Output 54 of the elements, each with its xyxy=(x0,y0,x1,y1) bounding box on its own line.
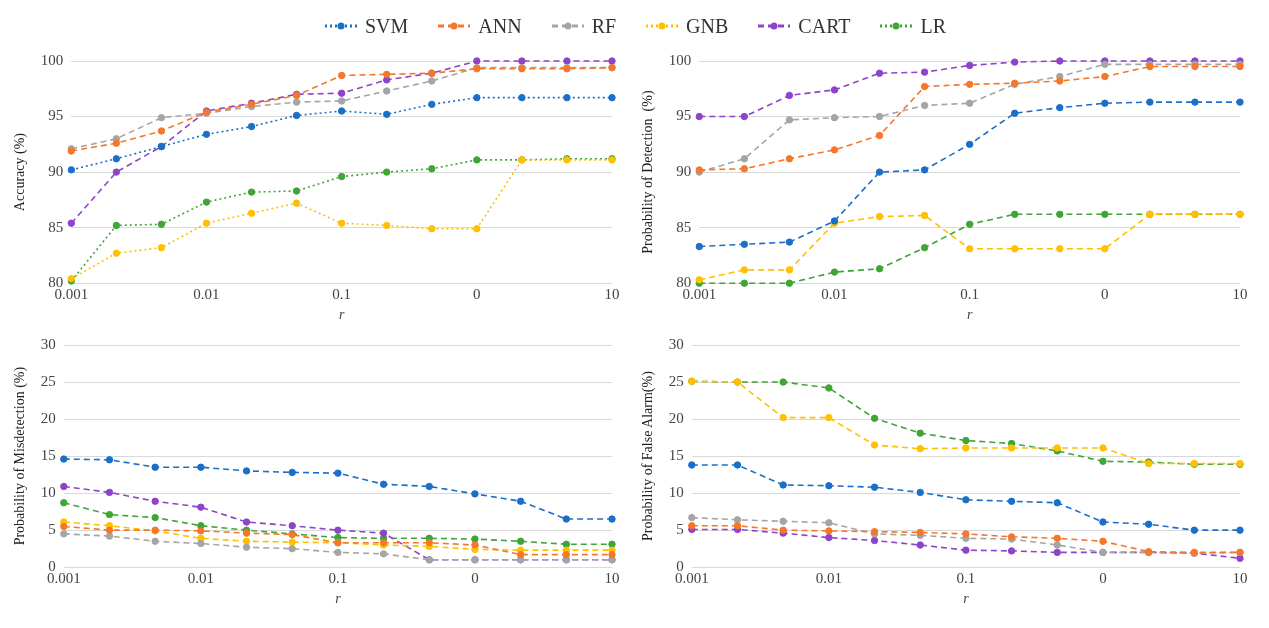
y-tick-label: 15 xyxy=(668,447,684,464)
x-tick-label: 10 xyxy=(1232,286,1248,303)
x-tick-label: 10 xyxy=(1232,570,1248,587)
x-tick-label: 0.01 xyxy=(821,286,848,303)
y-tick-label: 20 xyxy=(40,410,56,426)
y-tick-label: 85 xyxy=(48,218,64,235)
y-tick-label: 25 xyxy=(40,372,56,389)
y-tick-label: 95 xyxy=(676,107,692,124)
legend-label: ANN xyxy=(478,14,522,38)
x-axis-title: r xyxy=(335,591,342,607)
y-axis-title: Probability of Misdetection (%) xyxy=(12,366,29,546)
x-tick-label: 0.01 xyxy=(187,570,214,587)
y-tick-label: 20 xyxy=(668,410,684,426)
x-tick-label: 0.001 xyxy=(674,570,709,587)
y-axis-title: Accuracy (%) xyxy=(12,132,29,212)
x-tick-label: 0.1 xyxy=(956,570,976,587)
y-tick-label: 10 xyxy=(40,484,56,501)
x-tick-label: 0.1 xyxy=(960,286,980,303)
x-tick-label: 0 xyxy=(471,570,479,587)
legend-label: SVM xyxy=(364,14,409,38)
x-tick-label: 0 xyxy=(1099,570,1107,587)
x-axis-title: r xyxy=(963,591,970,607)
y-axis-title: Probability of False Alarm(%) xyxy=(640,370,657,542)
x-tick-label: 0 xyxy=(1101,286,1109,303)
x-tick-label: 0.001 xyxy=(54,286,89,303)
x-tick-label: 0.1 xyxy=(328,570,348,587)
y-tick-label: 90 xyxy=(48,163,64,180)
legend-label: GNB xyxy=(686,14,729,38)
legend-label: RF xyxy=(591,14,617,38)
x-tick-label: 0.001 xyxy=(46,570,81,587)
y-tick-label: 30 xyxy=(40,335,56,352)
x-tick-label: 0.01 xyxy=(815,570,842,587)
x-tick-label: 0 xyxy=(473,286,481,303)
y-tick-label: 10 xyxy=(668,484,684,501)
x-tick-label: 0.1 xyxy=(332,286,352,303)
x-tick-label: 10 xyxy=(604,570,620,587)
y-axis-title: Probability of Detection (%) xyxy=(640,90,657,254)
legend-label: CART xyxy=(798,14,851,38)
y-tick-label: 100 xyxy=(668,51,692,68)
y-tick-label: 95 xyxy=(48,107,64,124)
x-tick-label: 0.001 xyxy=(682,286,717,303)
y-tick-label: 90 xyxy=(676,163,692,180)
y-tick-label: 5 xyxy=(676,521,684,538)
legend-label: LR xyxy=(920,14,947,38)
x-axis-title: r xyxy=(966,307,973,323)
y-tick-label: 15 xyxy=(40,447,56,464)
y-tick-label: 85 xyxy=(676,218,692,235)
y-tick-label: 5 xyxy=(48,521,56,538)
y-tick-label: 25 xyxy=(668,372,684,389)
x-tick-label: 0.01 xyxy=(193,286,220,303)
x-axis-title: r xyxy=(338,307,345,323)
y-tick-label: 100 xyxy=(40,51,64,68)
x-tick-label: 10 xyxy=(604,286,620,303)
y-tick-label: 30 xyxy=(668,335,684,352)
